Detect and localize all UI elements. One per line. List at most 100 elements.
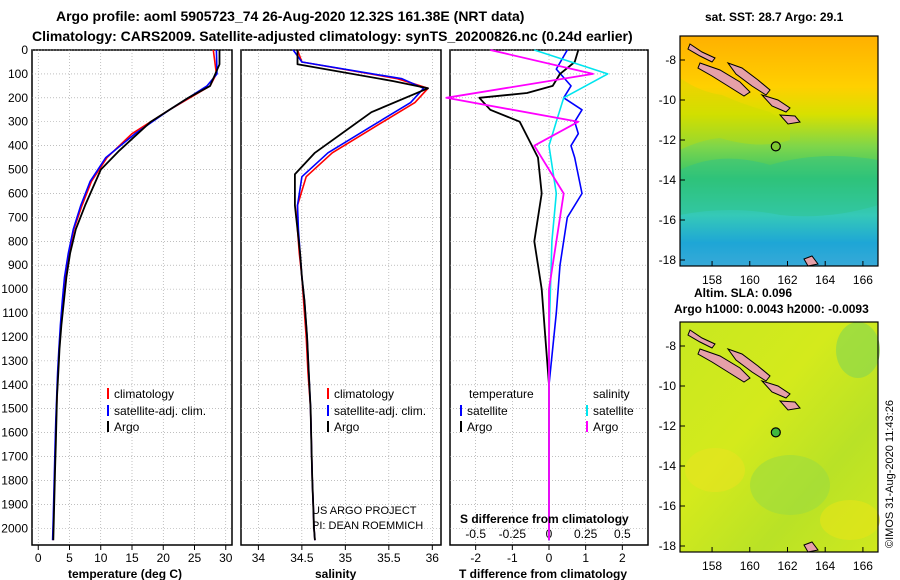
x-tick-label: -1: [507, 551, 518, 565]
map-x-tick-label: 160: [740, 559, 760, 573]
legend-satellite: satellite-adj. clim.: [334, 404, 426, 418]
sst-map-title: sat. SST: 28.7 Argo: 29.1: [705, 10, 844, 24]
x-tick-label: 35.5: [377, 551, 401, 565]
sla-anomaly: [685, 448, 745, 492]
depth-tick-label: 1000: [1, 282, 28, 296]
depth-axis: 0 100 200 300 400 500 600 700 800 900 1000 1100 1200…: [1, 43, 28, 535]
top-x-tick-label: -0.25: [499, 527, 527, 541]
imos-credit: ©IMOS 31-Aug-2020 11:43:26: [884, 400, 896, 548]
x-tick-label: 2: [619, 551, 626, 565]
series-line-argo: [52, 50, 221, 541]
legend-sal-argo: Argo: [593, 420, 619, 434]
depth-tick-label: 500: [8, 163, 28, 177]
salinity-legend: climatology satellite-adj. clim. Argo: [327, 387, 426, 434]
series-line-argo: [294, 50, 429, 541]
legend-climatology: climatology: [334, 387, 394, 401]
temperature-panel: [31, 49, 233, 546]
depth-tick-label: 1700: [1, 450, 28, 464]
x-tick-label: 5: [66, 551, 73, 565]
island-shape: [760, 93, 791, 113]
title-line-1: Argo profile: aoml 5905723_74 26-Aug-202…: [56, 8, 524, 24]
depth-tick-label: 1400: [1, 378, 28, 392]
depth-tick-label: 1600: [1, 426, 28, 440]
legend-argo: Argo: [114, 420, 140, 434]
depth-tick-label: 700: [8, 210, 28, 224]
sla-map-subtitle: Argo h1000: 0.0043 h2000: -0.0093: [674, 302, 869, 316]
legend-temperature-heading: temperature: [469, 387, 534, 401]
x-tick-label: 25: [188, 551, 202, 565]
sst-band: [680, 78, 790, 150]
legend-temp-argo: Argo: [467, 420, 493, 434]
map-x-tick-label: 164: [815, 273, 835, 287]
sla-anomaly: [750, 455, 830, 515]
title-line-2: Climatology: CARS2009. Satellite-adjuste…: [32, 28, 633, 44]
sst-map: [679, 35, 879, 267]
x-tick-label: 0: [35, 551, 42, 565]
x-tick-label: 36: [426, 551, 440, 565]
x-tick-label: 10: [94, 551, 108, 565]
island-shape: [697, 348, 751, 383]
top-x-tick-label: 0.25: [574, 527, 598, 541]
map-x-tick-label: 162: [777, 559, 797, 573]
depth-tick-label: 1300: [1, 354, 28, 368]
map-y-tick-label: -10: [659, 93, 677, 107]
sst-map-axes: 158 160 162 164 166 -8 -10 -12 -14 -16 -18: [659, 53, 874, 287]
map-x-tick-label: 162: [777, 273, 797, 287]
map-y-tick-label: -16: [659, 499, 677, 513]
temperature-legend: climatology satellite-adj. clim. Argo: [107, 387, 206, 434]
map-y-tick-label: -14: [659, 173, 677, 187]
map-y-tick-label: -12: [659, 419, 677, 433]
argo-location-marker: [770, 141, 781, 152]
temperature-axis-label: temperature (deg C): [68, 567, 182, 580]
island-shape: [760, 379, 791, 399]
legend-argo: Argo: [334, 420, 360, 434]
island-shape: [726, 61, 771, 96]
map-y-tick-label: -12: [659, 133, 677, 147]
depth-tick-label: 800: [8, 234, 28, 248]
depth-tick-label: 1200: [1, 330, 28, 344]
map-y-tick-label: -8: [665, 339, 676, 353]
legend-temp-satellite: satellite: [467, 404, 508, 418]
map-x-tick-label: 166: [853, 273, 873, 287]
map-y-tick-label: -16: [659, 213, 677, 227]
map-y-tick-label: -8: [665, 53, 676, 67]
sla-map-axes: 158 160 162 164 166 -8 -10 -12 -14 -16 -18: [659, 339, 874, 573]
difference-legend: temperature satellite Argo salinity sate…: [460, 387, 634, 434]
sla-anomaly: [820, 500, 880, 540]
depth-tick-label: 400: [8, 139, 28, 153]
argo-location-marker: [770, 427, 781, 438]
island-shape: [778, 400, 801, 411]
sst-map-frame: [679, 35, 879, 267]
legend-satellite: satellite-adj. clim.: [114, 404, 206, 418]
top-x-tick-label: 0.5: [614, 527, 631, 541]
x-tick-label: 34.5: [290, 551, 314, 565]
map-y-tick-label: -14: [659, 459, 677, 473]
depth-tick-label: 1100: [2, 306, 28, 320]
pi-annotation: PI: DEAN ROEMMICH: [312, 520, 423, 532]
island-shape: [803, 255, 819, 267]
depth-tick-label: 100: [8, 67, 28, 81]
map-x-tick-label: 164: [815, 559, 835, 573]
x-axes: 0 5 10 15 20 25 30 34 34.5 35 35.5 36 -2 -1 0 1 2 -0.5 -0.…: [35, 527, 631, 565]
series-line-salinity-argo: [445, 49, 594, 541]
depth-tick-label: 1900: [1, 497, 28, 511]
x-tick-label: 15: [125, 551, 139, 565]
island-shape: [778, 114, 801, 125]
depth-tick-label: 200: [8, 91, 28, 105]
legend-climatology: climatology: [114, 387, 174, 401]
x-tick-label: 34: [252, 551, 266, 565]
series-line-temperature-satellite: [548, 49, 583, 541]
difference-axis-label: T difference from climatology: [459, 567, 627, 580]
x-tick-label: 30: [219, 551, 233, 565]
island-shape: [687, 329, 716, 349]
sla-map: [679, 321, 880, 553]
sst-band: [680, 156, 878, 217]
map-x-tick-label: 158: [702, 559, 722, 573]
series-line-temperature-argo: [478, 49, 580, 541]
sla-map-title: Altim. SLA: 0.096: [694, 286, 792, 300]
depth-tick-label: 0: [21, 43, 28, 57]
island-shape: [803, 541, 819, 553]
project-annotation: US ARGO PROJECT: [312, 505, 417, 517]
map-x-tick-label: 166: [853, 559, 873, 573]
